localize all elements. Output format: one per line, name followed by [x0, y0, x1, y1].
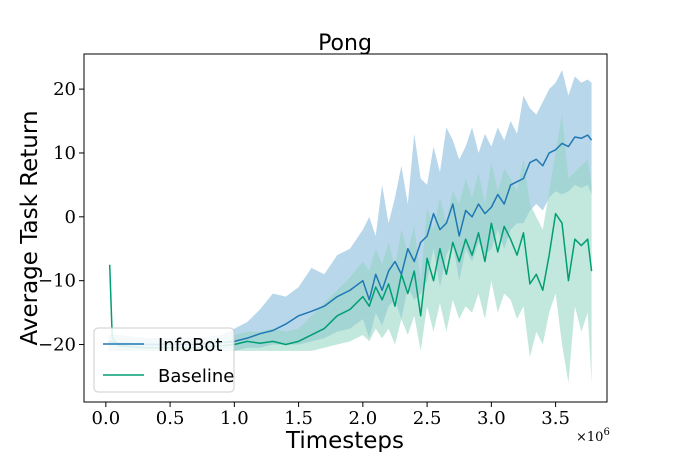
- line-baseline: [108, 212, 593, 349]
- x-tick-label: 0.0: [92, 408, 121, 429]
- line-infobot: [108, 134, 593, 346]
- y-tick-label: −20: [38, 335, 76, 356]
- x-multiplier-base: ×10: [576, 430, 603, 445]
- y-tick-label: −10: [38, 271, 76, 292]
- band-baseline: [109, 114, 592, 383]
- x-tick-label: 2.0: [349, 408, 378, 429]
- x-axis-label: Timesteps: [285, 428, 404, 452]
- x-axis-multiplier: ×106: [576, 427, 610, 445]
- confidence-bands: [108, 69, 592, 383]
- legend-label-infobot: InfoBot: [158, 335, 223, 356]
- x-tick-label: 0.5: [156, 408, 185, 429]
- y-axis-label: Average Task Return: [17, 110, 43, 345]
- y-tick-label: 0: [65, 207, 76, 228]
- chart-title: Pong: [318, 31, 372, 56]
- y-tick-label: 10: [53, 143, 76, 164]
- y-axis-ticks: −20 −10 0 10 20: [38, 79, 84, 356]
- plot-frame: [83, 53, 608, 403]
- band-infobot: [108, 69, 592, 351]
- x-tick-label: 3.5: [541, 408, 570, 429]
- x-axis-ticks: 0.0 0.5 1.0 1.5 2.0 2.5 3.0 3.5: [92, 402, 570, 429]
- legend-label-baseline: Baseline: [158, 366, 234, 387]
- series-lines: [108, 134, 593, 349]
- legend: InfoBot Baseline: [93, 327, 235, 393]
- svg-text:×106: ×106: [576, 427, 610, 445]
- x-tick-label: 2.5: [413, 408, 442, 429]
- x-tick-label: 1.5: [284, 408, 313, 429]
- x-multiplier-exponent: 6: [603, 427, 609, 438]
- y-tick-label: 20: [53, 79, 76, 100]
- x-tick-label: 1.0: [220, 408, 249, 429]
- x-tick-label: 3.0: [477, 408, 506, 429]
